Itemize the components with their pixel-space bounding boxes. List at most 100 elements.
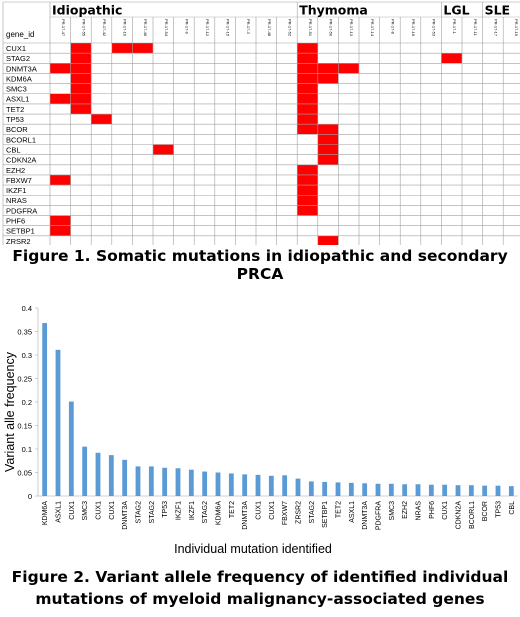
bar: [468, 485, 474, 496]
gene-label: SETBP1: [6, 227, 35, 236]
y-tick-label: 0.1: [22, 445, 32, 454]
x-tick-label: DNMT3A: [122, 501, 129, 530]
patient-id: PR-17-55: [81, 19, 86, 37]
x-tick-label: IKZF1: [189, 501, 196, 520]
x-axis-title: Individual mutation identified: [174, 542, 332, 556]
group-label: LGL: [443, 3, 469, 18]
figure1-caption: Figure 1. Somatic mutations in idiopathi…: [12, 247, 508, 283]
x-tick-label: TET2: [336, 501, 343, 518]
y-tick-label: 0.25: [17, 375, 32, 384]
mutation-cell: [317, 134, 339, 145]
mutation-cell: [297, 195, 318, 206]
mutation-cell: [338, 63, 359, 74]
mutation-cell: [50, 174, 71, 186]
bar: [282, 475, 288, 496]
bar: [55, 349, 61, 496]
x-tick-label: STAG2: [149, 501, 156, 524]
gene-id-header: gene_id: [6, 30, 34, 39]
bar: [95, 452, 101, 496]
bar: [82, 446, 88, 496]
x-tick-label: TP53: [496, 501, 503, 518]
x-tick-label: FBXW7: [282, 501, 289, 525]
vaf-bar-chart: 0 0.05 0.1 0.15 0.2 0.25 0.3 0.35 0.4 KDM6A ASXL1 C…: [3, 304, 518, 556]
gene-label: SMC3: [6, 85, 27, 94]
y-tick-label: 0.35: [17, 328, 32, 337]
bar: [202, 471, 208, 496]
gene-label: ASXL1: [6, 95, 29, 104]
bar: [362, 483, 368, 496]
patient-id: PR-17-15: [226, 19, 231, 37]
y-tick-label: 0: [28, 492, 32, 501]
patient-id: PR-17-16: [411, 19, 416, 37]
gene-label: NRAS: [6, 196, 27, 205]
mutation-cell: [50, 63, 71, 74]
gene-label: CDKN2A: [6, 156, 36, 165]
x-tick-label: SETBP1: [322, 501, 329, 528]
x-tick-label: PHF6: [429, 501, 436, 519]
x-tick-label: KDM6A: [216, 501, 223, 525]
mutation-cell: [50, 93, 71, 104]
patient-id: PR-17-19: [514, 19, 519, 37]
mutation-cell: [297, 174, 318, 186]
y-tick-label: 0.3: [22, 351, 32, 360]
patient-id: PR-17-53: [432, 19, 437, 37]
bar: [322, 481, 328, 496]
patient-id: PR-17-17: [493, 19, 498, 37]
bar: [308, 481, 314, 496]
x-tick-label: SMC3: [389, 501, 396, 521]
x-tick-label: TP53: [162, 501, 169, 518]
mutation-cell: [297, 114, 318, 125]
mutation-cell: [297, 185, 318, 196]
gene-label: TET2: [6, 105, 24, 114]
mutation-cell: [50, 225, 71, 236]
patient-id: PR-17-1: [452, 19, 457, 35]
mutation-cell: [70, 73, 92, 84]
x-tick-label: STAG2: [136, 501, 143, 524]
patient-id: PR-17-3: [246, 19, 251, 35]
bar: [455, 485, 461, 496]
patient-id: PR-17-46: [143, 19, 148, 37]
patient-id: PR-17-10: [123, 19, 128, 37]
bar: [402, 484, 408, 496]
group-label: Idiopathic: [52, 3, 122, 18]
gene-label: PDGFRA: [6, 206, 37, 215]
mutation-cell: [317, 144, 339, 155]
x-tick-label: EZH2: [402, 501, 409, 519]
x-tick-label: CBL: [509, 501, 516, 515]
mutation-cell: [297, 83, 318, 94]
gene-label: BCORL1: [6, 135, 36, 144]
bar: [508, 486, 514, 496]
x-tick-label: DNMT3A: [362, 501, 369, 530]
x-tick-label: ASXL1: [56, 501, 63, 523]
bar: [215, 472, 221, 496]
patient-id: PR-17-14: [370, 19, 375, 37]
bar: [442, 484, 448, 496]
mutation-cell: [70, 83, 92, 94]
x-tick-label: CUX1: [442, 501, 449, 520]
patient-id: PR-17-42: [102, 19, 107, 37]
figure2-caption-line1: Figure 2. Variant allele frequency of id…: [11, 568, 509, 586]
bar: [268, 475, 274, 496]
x-tick-label: ASXL1: [349, 501, 356, 523]
mutation-cell: [70, 43, 92, 54]
bar: [495, 485, 501, 496]
patient-id: PR-17-51: [308, 19, 313, 37]
gene-label: EZH2: [6, 166, 25, 175]
gene-label: KDM6A: [6, 74, 32, 83]
bar: [428, 484, 434, 496]
mutation-cell: [297, 53, 318, 64]
patient-id: PR-17-47: [61, 19, 66, 37]
group-label: SLE: [485, 3, 511, 18]
mutation-cell: [297, 43, 318, 54]
mutation-cell: [70, 63, 92, 74]
x-tick-label: CUX1: [269, 501, 276, 520]
mutation-cell: [297, 93, 318, 104]
mutation-cell: [132, 43, 153, 54]
y-axis-title: Variant alle frequency: [3, 351, 17, 472]
x-tick-label: STAG2: [309, 501, 316, 524]
patient-id: PR-17-12: [205, 19, 210, 37]
y-tick-label: 0.4: [22, 304, 32, 313]
mutation-cell: [91, 114, 112, 125]
patient-id: PR-17-13: [349, 19, 354, 37]
mutation-cell: [297, 205, 318, 216]
